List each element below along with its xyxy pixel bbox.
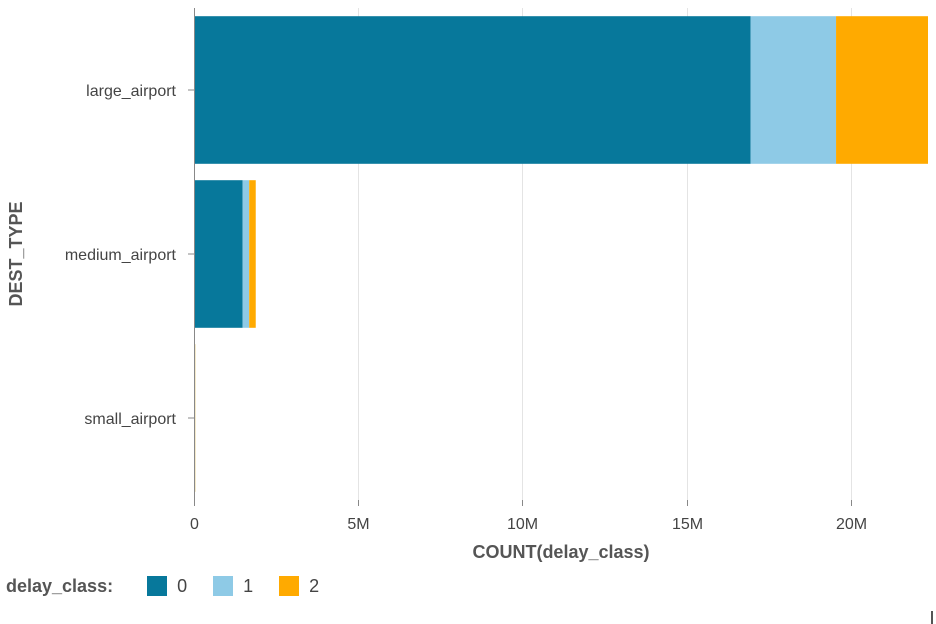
x-tick-label: 0 bbox=[190, 516, 199, 533]
legend-title: delay_class: bbox=[6, 575, 114, 596]
y-tick-label: medium_airport bbox=[65, 247, 177, 264]
y-axis-title: DEST_TYPE bbox=[6, 201, 26, 306]
x-tick-label: 20M bbox=[836, 516, 867, 533]
y-tick-label: large_airport bbox=[86, 83, 176, 100]
legend-label: 2 bbox=[309, 575, 320, 596]
x-tick-label: 15M bbox=[672, 516, 703, 533]
x-tick-labels: 0 5M 10M 15M 20M bbox=[190, 500, 867, 533]
legend-items: 0 1 2 bbox=[147, 576, 345, 597]
y-tick-label: small_airport bbox=[84, 411, 176, 428]
legend: delay_class: 0 1 2 bbox=[6, 574, 345, 598]
legend-swatch bbox=[213, 576, 234, 596]
resize-handle[interactable] bbox=[931, 611, 933, 624]
bar-large_airport-class-0 bbox=[194, 16, 751, 164]
legend-item-1[interactable]: 1 bbox=[213, 576, 253, 597]
bar-medium_airport-class-1 bbox=[242, 180, 250, 328]
y-tick-labels: large_airport medium_airport small_airport bbox=[65, 83, 194, 428]
legend-swatch bbox=[279, 576, 300, 596]
bar-medium_airport-class-2 bbox=[249, 180, 256, 328]
x-axis-title: COUNT(delay_class) bbox=[472, 542, 649, 562]
legend-swatch bbox=[147, 576, 168, 596]
x-tick-label: 10M bbox=[507, 516, 538, 533]
legend-label: 0 bbox=[177, 575, 188, 596]
bar-large_airport-class-1 bbox=[750, 16, 837, 164]
bar-medium_airport-class-0 bbox=[194, 180, 243, 328]
bars bbox=[194, 16, 928, 492]
legend-item-0[interactable]: 0 bbox=[147, 576, 187, 597]
legend-item-2[interactable]: 2 bbox=[279, 576, 319, 597]
legend-label: 1 bbox=[243, 575, 254, 596]
bar-large_airport-class-2 bbox=[836, 16, 928, 164]
x-tick-label: 5M bbox=[347, 516, 369, 533]
